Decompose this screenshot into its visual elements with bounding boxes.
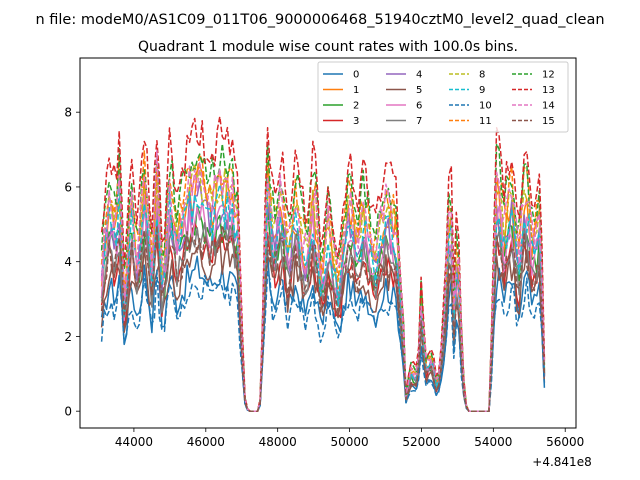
series-line-12: [100, 143, 546, 412]
x-tick-label: 44000: [115, 435, 153, 449]
legend-label: 4: [416, 70, 422, 81]
legend-label: 3: [353, 116, 359, 127]
x-tick-label: 48000: [259, 435, 297, 449]
legend-label: 5: [416, 85, 422, 96]
x-tick-label: 46000: [187, 435, 225, 449]
axes-layer: 44000 46000 48000 50000 52000 54000 56000 0 2 4 6 8: [64, 106, 584, 449]
series-line-15: [100, 224, 546, 412]
chart-title: Quadrant 1 module wise count rates with …: [138, 39, 518, 55]
plot-frame: [79, 57, 577, 429]
legend-label: 14: [542, 101, 555, 112]
legend-label: 6: [416, 101, 422, 112]
x-tick-label: 52000: [402, 435, 440, 449]
y-tick-label: 2: [64, 330, 72, 344]
legend-label: 7: [416, 116, 422, 127]
x-tick-label: 56000: [546, 435, 584, 449]
legend-label: 10: [479, 101, 492, 112]
y-tick-label: 6: [64, 180, 72, 194]
x-tick-label: 54000: [474, 435, 512, 449]
legend-label: 13: [542, 85, 555, 96]
x-offset-label: +4.841e8: [532, 455, 591, 469]
figure-suptitle: n file: modeM0/AS1C09_011T06_9000006468_…: [35, 12, 604, 28]
y-tick-label: 4: [64, 255, 72, 269]
x-tick-label: 50000: [330, 435, 368, 449]
legend-box: [317, 61, 569, 133]
legend-label: 2: [353, 101, 359, 112]
legend-label: 11: [479, 116, 492, 127]
legend-label: 0: [353, 70, 359, 81]
legend-label: 8: [479, 70, 485, 81]
y-tick-label: 8: [64, 106, 72, 120]
series-line-10: [100, 269, 546, 412]
series-line-13: [100, 115, 546, 412]
legend-label: 9: [479, 85, 485, 96]
legend-label: 12: [542, 70, 555, 81]
y-tick-label: 0: [64, 405, 72, 419]
series-line-14: [100, 149, 546, 412]
legend-label: 15: [542, 116, 555, 127]
series-layer: [100, 115, 546, 412]
legend-label: 1: [353, 85, 359, 96]
